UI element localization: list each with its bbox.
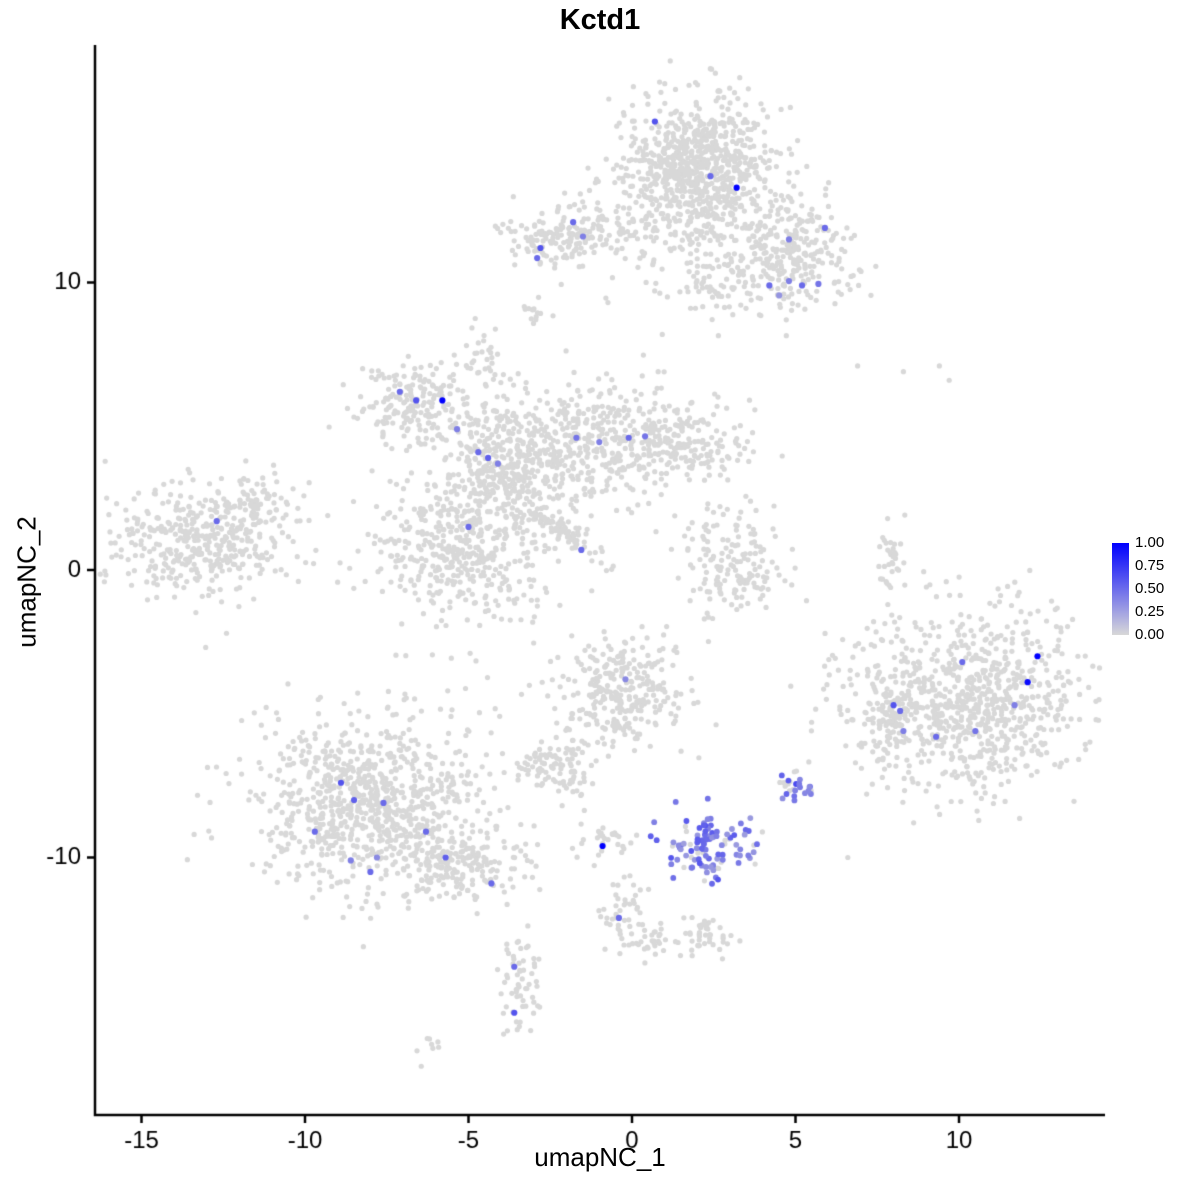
- legend-tick-label: 0.50: [1135, 580, 1165, 597]
- legend-tick-label: 0.00: [1135, 626, 1165, 643]
- legend-gradient-bar: [1112, 543, 1129, 635]
- plot-title: Kctd1: [559, 4, 641, 36]
- x-axis-label: umapNC_1: [534, 1142, 666, 1172]
- expression-legend: 1.00 0.75 0.50 0.25 0.00: [1112, 535, 1198, 643]
- y-axis-label: umapNC_2: [11, 516, 42, 648]
- legend-tick-label: 0.75: [1135, 557, 1165, 574]
- legend-tick-label: 1.00: [1135, 534, 1165, 551]
- legend-tick-label: 0.25: [1135, 603, 1165, 620]
